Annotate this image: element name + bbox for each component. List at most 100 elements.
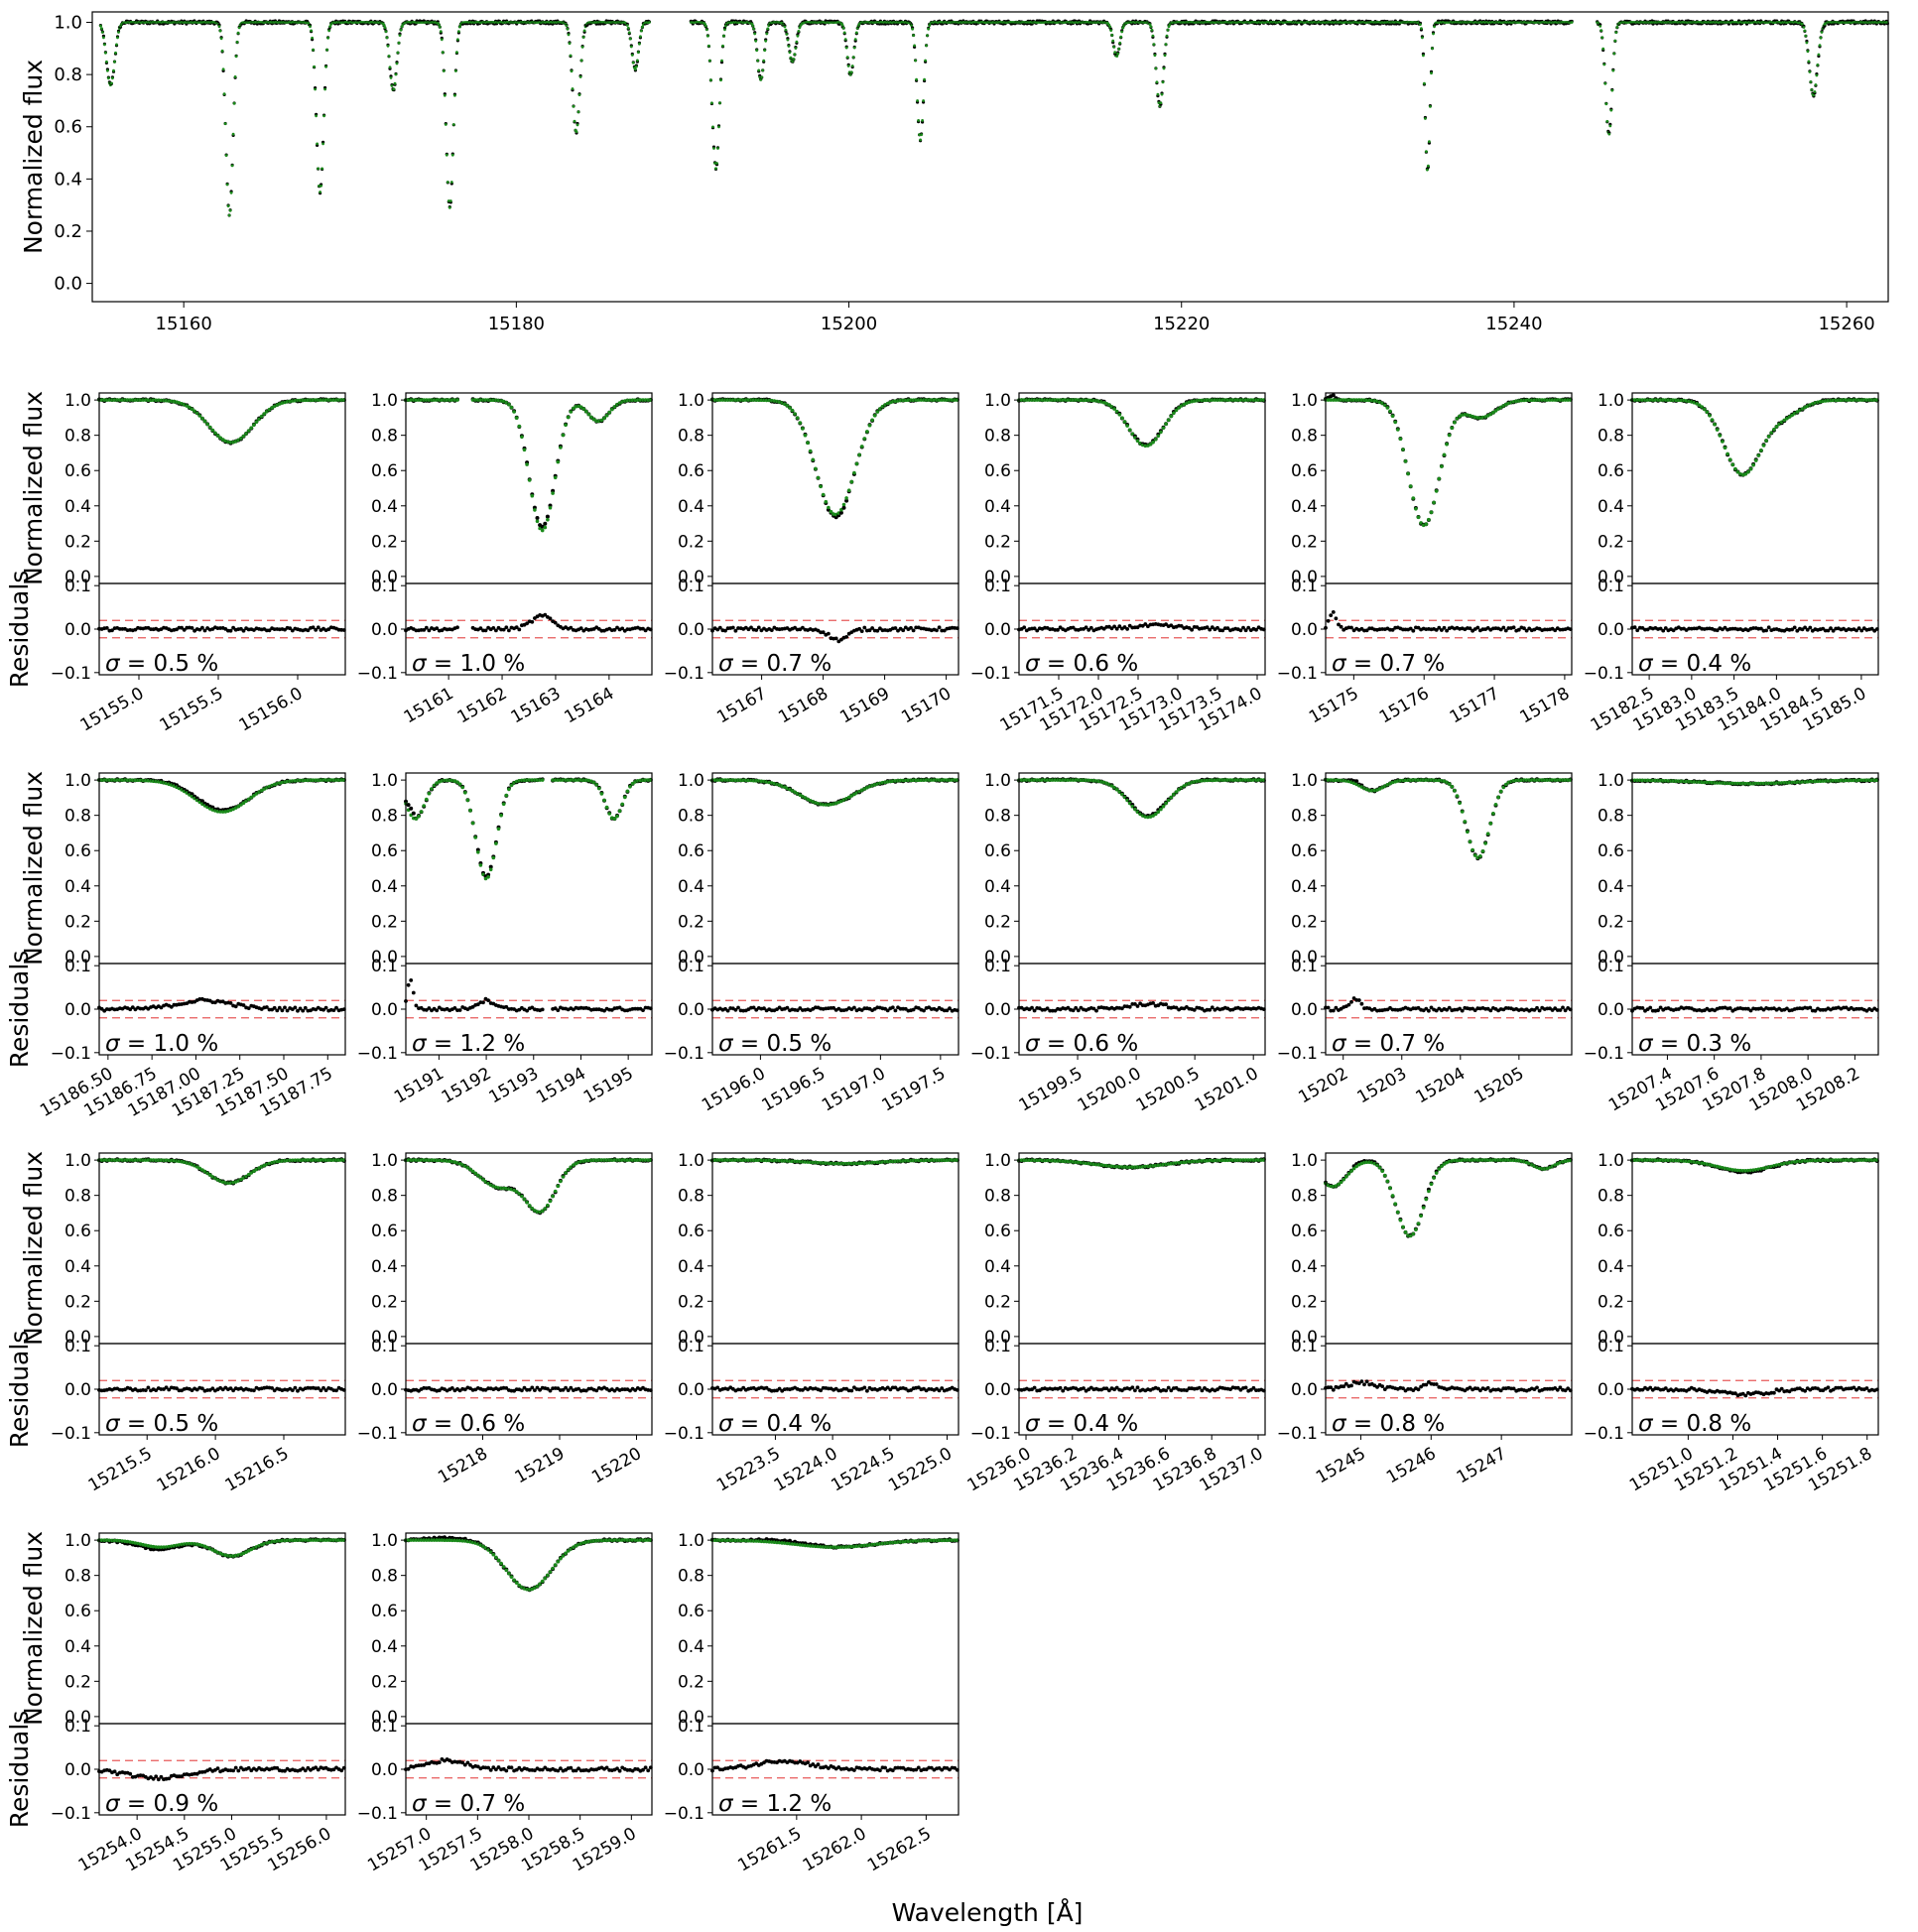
- model-point: [763, 49, 767, 53]
- model-point: [787, 45, 791, 48]
- y-tick-label: 1.0: [678, 391, 704, 411]
- model-point: [1602, 63, 1606, 66]
- model-point: [205, 422, 209, 427]
- x-tick-label: 15170: [898, 684, 955, 727]
- model-point: [1819, 36, 1823, 40]
- model-point: [922, 99, 925, 102]
- model-point: [1113, 51, 1117, 55]
- model-point: [520, 435, 524, 440]
- model-point: [575, 130, 578, 134]
- model-point: [1611, 68, 1615, 72]
- model-point: [400, 25, 404, 29]
- model-point: [1426, 168, 1429, 172]
- model-point: [797, 30, 801, 33]
- model-point: [1419, 23, 1422, 26]
- model-point: [105, 60, 108, 64]
- x-tick-label: 15161: [401, 684, 457, 727]
- model-point: [101, 31, 104, 34]
- observed-point: [543, 521, 548, 526]
- model-point: [445, 153, 448, 157]
- residual-points: [1324, 610, 1573, 633]
- model-point: [438, 25, 442, 29]
- model-point: [704, 24, 707, 28]
- model-point: [397, 41, 401, 45]
- residual-point: [756, 625, 761, 630]
- model-point: [1155, 80, 1159, 84]
- model-point: [1152, 43, 1156, 46]
- model-point: [756, 59, 760, 63]
- x-tick-label: 15155.0: [77, 684, 148, 735]
- flux-points: [710, 397, 959, 520]
- y-tick-label: 0.4: [984, 497, 1011, 517]
- model-point: [1109, 29, 1113, 32]
- flux-points: [404, 397, 653, 533]
- model-point: [225, 183, 229, 187]
- model-point: [626, 26, 630, 30]
- flux-frame: [405, 392, 653, 584]
- model-point: [106, 68, 109, 72]
- y-tick-label: 0.0: [371, 620, 398, 640]
- model-point: [228, 208, 232, 212]
- model-point: [637, 51, 640, 55]
- panel-p2: 0.00.20.40.60.81.0−0.10.00.1151611516215…: [357, 391, 653, 727]
- model-point: [456, 38, 459, 42]
- model-point: [629, 45, 633, 49]
- model-point: [233, 75, 237, 78]
- model-point: [1600, 36, 1604, 40]
- model-point: [1442, 452, 1447, 457]
- model-point: [852, 470, 856, 475]
- y-tick-label: 0.4: [54, 169, 82, 190]
- model-point: [115, 43, 118, 47]
- model-point: [1112, 46, 1116, 49]
- y-tick-label: 0.1: [678, 577, 704, 596]
- residual-point: [827, 631, 831, 636]
- model-point: [553, 475, 558, 480]
- model-point: [757, 68, 761, 72]
- y-tick-label: 0.1: [984, 577, 1011, 596]
- model-point: [1420, 27, 1423, 30]
- model-point: [1125, 424, 1129, 428]
- y-tick-label: −0.1: [970, 664, 1011, 684]
- residual-point: [1411, 628, 1416, 633]
- model-point: [841, 502, 846, 507]
- y-tick-label: 1.0: [64, 391, 91, 411]
- flux-points: [1324, 393, 1573, 528]
- model-point: [572, 104, 575, 108]
- model-point: [314, 87, 317, 91]
- model-point: [226, 204, 230, 208]
- model-point: [1813, 90, 1817, 93]
- model-point: [231, 132, 235, 136]
- residual-point: [1329, 613, 1334, 617]
- model-point: [1432, 500, 1436, 505]
- model-point: [852, 46, 856, 50]
- y-tick-label: 0.1: [371, 577, 398, 596]
- x-axis-label: Wavelength [Å]: [892, 1898, 1084, 1927]
- model-point: [323, 87, 326, 91]
- model-point: [222, 92, 226, 96]
- model-point: [1614, 31, 1618, 34]
- model-point: [112, 68, 115, 72]
- observed-point: [535, 516, 540, 520]
- model-point: [843, 38, 847, 41]
- model-point: [580, 46, 584, 49]
- model-point: [324, 64, 327, 68]
- residual-points: [1017, 622, 1266, 633]
- model-point: [1416, 515, 1421, 520]
- flux-frame: [711, 392, 959, 584]
- model-point: [1160, 92, 1164, 96]
- model-point: [100, 27, 103, 30]
- y-tick-label: −0.1: [51, 664, 91, 684]
- model-point: [1161, 80, 1165, 84]
- model-point: [110, 81, 113, 85]
- y-tick-label: 0.6: [64, 461, 91, 481]
- model-point: [325, 48, 328, 52]
- model-point: [107, 76, 110, 80]
- y-tick-label: 0.8: [678, 427, 704, 447]
- sigma-annotation: σ = 1.0 %: [412, 651, 525, 677]
- model-point: [1434, 489, 1439, 493]
- model-point: [1608, 124, 1612, 128]
- model-point: [315, 114, 318, 118]
- model-point: [319, 191, 321, 193]
- model-point: [396, 51, 400, 55]
- model-point: [1806, 50, 1810, 54]
